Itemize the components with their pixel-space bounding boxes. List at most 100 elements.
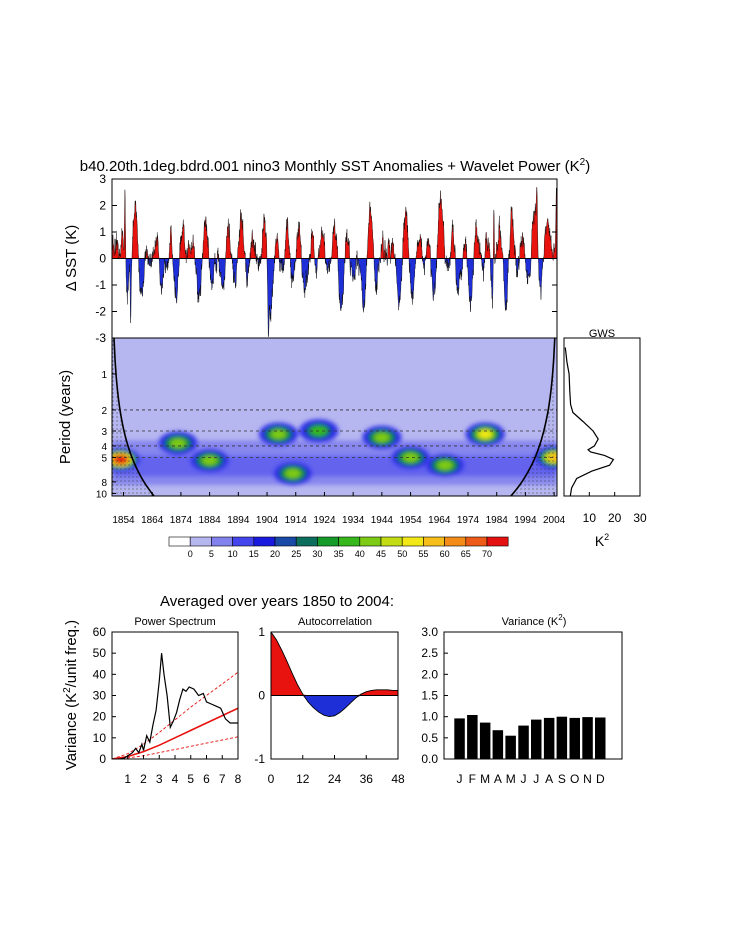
wavelet-x-tick-label: 1934 — [342, 515, 365, 526]
gws-title: GWS — [589, 328, 615, 340]
sst-y-tick-label: 3 — [99, 172, 106, 186]
variance-x-tick-label: M — [506, 772, 516, 786]
variance-y-tick-label: 3.0 — [421, 625, 438, 639]
power-spectrum-x-tick-label: 4 — [172, 772, 179, 786]
variance-bar — [595, 717, 606, 759]
power-spectrum-x-tick-label: 2 — [140, 772, 147, 786]
wavelet-frame — [111, 337, 558, 497]
power-spectrum-x-tick-label: 1 — [124, 772, 131, 786]
spectrum-line — [119, 653, 238, 759]
wavelet-x-tick-label: 1904 — [256, 515, 279, 526]
wavelet-x-tick-label: 1874 — [170, 515, 193, 526]
colorbar-swatch — [401, 536, 424, 547]
colorbar-swatch — [253, 536, 276, 547]
wavelet-x-tick-label: 2004 — [543, 515, 566, 526]
power-spectrum-x-tick-label: 5 — [187, 772, 194, 786]
sst-y-tick-label: -1 — [95, 278, 106, 292]
gws-x-tick-label: 30 — [633, 511, 647, 525]
wavelet-y-tick-label: 8 — [101, 478, 107, 489]
colorbar-label: 40 — [355, 549, 365, 559]
variance-x-tick-label: A — [545, 772, 553, 786]
colorbar-label: 25 — [291, 549, 301, 559]
colorbar-swatch — [465, 536, 488, 547]
wavelet-x-tick-label: 1954 — [399, 515, 422, 526]
wavelet-y-tick-label: 10 — [96, 489, 108, 500]
wavelet-power-contour — [202, 455, 218, 466]
colorbar-swatch — [380, 536, 403, 547]
autocorrelation-x-tick-label: 36 — [360, 772, 374, 786]
variance-x-tick-label: S — [558, 772, 566, 786]
colorbar-swatch — [423, 536, 445, 547]
wavelet-y-tick-label: 2 — [101, 406, 107, 417]
variance-bar — [479, 722, 491, 759]
colorbar-swatch — [274, 536, 297, 547]
variance-y-tick-label: 1.5 — [421, 689, 438, 703]
autocorrelation-x-tick-label: 0 — [268, 772, 275, 786]
confidence-upper-line — [112, 671, 238, 759]
sst-y-axis: 3 2 1 0 -1 -2 -3 — [95, 172, 557, 345]
variance-bar — [543, 717, 555, 759]
variance-bar — [518, 725, 529, 759]
colorbar-swatch — [232, 536, 255, 547]
wavelet-power-contour — [285, 468, 301, 479]
autocorrelation-negative-fill — [271, 695, 398, 717]
autocorrelation-x-tick-label: 48 — [391, 772, 405, 786]
power-spectrum-y-tick-label: 60 — [93, 625, 107, 639]
variance-bar — [531, 719, 542, 759]
wavelet-band-inner — [112, 455, 557, 477]
autocorrelation-positive-fill — [271, 632, 398, 696]
sst-y-tick-label: 1 — [99, 225, 106, 239]
colorbar-swatch — [338, 536, 361, 547]
wavelet-x-tick-label: 1914 — [285, 515, 308, 526]
colorbar-label: 5 — [209, 549, 214, 559]
wavelet-x-tick-label: 1884 — [198, 515, 221, 526]
power-spectrum-y-tick-label: 30 — [93, 689, 107, 703]
wavelet-power-contour — [374, 432, 390, 443]
autocorrelation-x-axis: 0 12 24 36 48 — [268, 755, 405, 786]
coi-hatch-left — [112, 338, 154, 496]
autocorrelation-y-axis: 1 0 -1 — [254, 625, 275, 766]
colorbar-swatch — [295, 536, 318, 547]
wavelet-power-contour — [170, 438, 186, 448]
variance-x-tick-label: A — [494, 772, 502, 786]
variance-x-tick-label: F — [469, 772, 476, 786]
main-title: b40.20th.1deg.bdrd.001 nino3 Monthly SST… — [80, 157, 590, 175]
sst-anomaly-line — [112, 186, 557, 337]
significance-dashed-lines — [112, 409, 557, 458]
variance-bar — [505, 735, 516, 759]
power-spectrum-x-tick-label: 8 — [235, 772, 242, 786]
autocorrelation-panel: Autocorrelation 10-1 0 12 24 36 48 — [254, 616, 405, 786]
wavelet-x-tick-label: 1974 — [457, 515, 480, 526]
wavelet-x-tick-label: 1854 — [112, 515, 135, 526]
variance-y-tick-label: 2.0 — [421, 667, 438, 681]
colorbar-label: 45 — [376, 549, 386, 559]
colorbar-label: 20 — [270, 549, 280, 559]
wavelet-power-contour — [403, 452, 418, 463]
wavelet-x-tick-label: 1894 — [227, 515, 250, 526]
wavelet-x-tick-label: 1994 — [514, 515, 537, 526]
colorbar: 0 5 10 15 20 25 30 35 40 45 50 55 60 65 70 — [168, 536, 509, 559]
wavelet-panel: 1 2 3 45 810 1854 1864 1874 1884 1894 1904 1914 192… — [57, 337, 566, 526]
variance-bar — [556, 716, 568, 759]
variance-bar — [467, 715, 478, 759]
cone-of-influence-left — [113, 338, 156, 496]
gws-x-axis: 10 20 30 — [583, 492, 647, 525]
variance-y-tick-label: 0.5 — [421, 731, 438, 745]
power-spectrum-y-tick-label: 0 — [99, 752, 106, 766]
variance-y-tick-label: 2.5 — [421, 646, 438, 660]
variance-title: Variance (K2) — [502, 613, 567, 628]
subtitle: Averaged over years 1850 to 2004: — [160, 593, 394, 610]
colorbar-label: 30 — [312, 549, 322, 559]
colorbar-label: 65 — [461, 549, 471, 559]
variance-x-tick-label: O — [570, 772, 579, 786]
autocorrelation-line — [270, 631, 398, 717]
power-spectrum-x-tick-label: 7 — [219, 772, 226, 786]
gws-x-label: K2 — [595, 532, 609, 549]
autocorrelation-y-tick-label: 0 — [258, 689, 265, 703]
power-spectrum-y-tick-label: 20 — [93, 710, 107, 724]
sst-panel: 3 2 1 0 -1 -2 -3 Δ SST (K) — [63, 172, 558, 345]
variance-bars — [454, 715, 606, 759]
variance-bar — [569, 717, 580, 759]
